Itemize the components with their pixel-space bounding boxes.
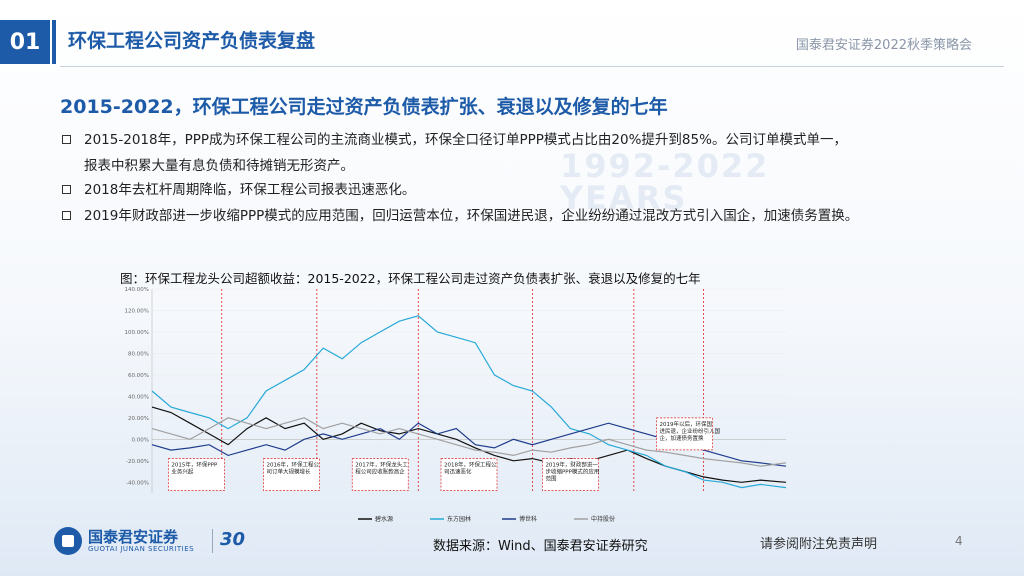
- series-line-4: [151, 417, 787, 467]
- bullet-text: 2018年去杠杆周期降临，环保工程公司报表迅速恶化。: [84, 182, 416, 198]
- annotation-text: 2016年，环保工程公: [266, 461, 319, 469]
- legend-label: 中持股份: [591, 515, 615, 523]
- annotation-text: 2018年，环保工程公: [444, 461, 497, 469]
- header-divider: [60, 66, 1004, 67]
- annotation-text: 范围: [545, 475, 557, 483]
- watermark-label: YEARS: [560, 179, 688, 217]
- header: 01 环保工程公司资产负债表复盘 国泰君安证券2022秋季策略会: [0, 0, 1024, 67]
- checkbox-icon: [62, 211, 71, 220]
- y-tick-label: 80.00%: [128, 351, 149, 357]
- y-tick-label: 20.00%: [128, 416, 149, 422]
- annotation-text: 企，加速债务置换: [660, 434, 705, 442]
- y-tick-label: 140.00%: [125, 287, 149, 293]
- y-tick-label: 40.00%: [128, 394, 149, 400]
- annotation-text: 司迅速恶化: [444, 468, 472, 476]
- logo-chinese: 国泰君安证券: [88, 528, 179, 546]
- slide-headline: 2015-2022，环保工程公司走过资产负债表扩张、衰退以及修复的七年: [60, 96, 668, 118]
- y-tick-label: 100.00%: [125, 330, 149, 336]
- annotation-text: 2017年，环保龙头工: [355, 461, 408, 469]
- annotation-text: 业务兴起: [171, 468, 194, 476]
- disclaimer-link[interactable]: 请参阅附注免责声明: [760, 537, 878, 552]
- annotation-text: 司订单大规模增长: [266, 468, 311, 476]
- conference-name: 国泰君安证券2022秋季策略会: [795, 38, 972, 53]
- data-source: 数据来源：Wind、国泰君安证券研究: [433, 539, 648, 554]
- bullet-item: 2019年财政部进一步收缩PPP模式的应用范围，回归运营本位，环保国进民退，企业…: [60, 204, 980, 228]
- annotation-text: 步收缩PPP模式的应用: [545, 468, 599, 476]
- annotation-box: [656, 417, 713, 451]
- bullet-item: 2018年去杠杆周期降临，环保工程公司报表迅速恶化。: [60, 178, 980, 202]
- chart-area: 140.00% 120.00% 100.00% 80.00% 60.00% 40.00% 2…: [118, 283, 790, 528]
- logo-separator: [212, 529, 213, 553]
- bullet-list: 2015-2018年，PPP成为环保工程公司的主流商业模式，环保全口径订单PPP…: [60, 128, 980, 230]
- annotation-text: 进民退，企业纷纷引入国: [660, 427, 721, 435]
- bullet-continuation: 报表中积累大量有息负债和待摊销无形资产。: [84, 158, 354, 174]
- annotation-box: [542, 458, 599, 491]
- bullet-text: 2019年财政部进一步收缩PPP模式的应用范围，回归运营本位，环保国进民退，企业…: [84, 208, 859, 224]
- series-line-2: [151, 315, 787, 489]
- legend-label: 碧水源: [375, 515, 393, 523]
- legend-label: 博世科: [519, 515, 537, 523]
- company-logo: 国泰君安证券 GUOTAI JUNAN SECURITIES 30: [54, 523, 259, 559]
- legend-label: 东方园林: [447, 515, 471, 523]
- y-tick-label: 0.00%: [132, 437, 149, 443]
- bullet-item: 2015-2018年，PPP成为环保工程公司的主流商业模式，环保全口径订单PPP…: [60, 128, 980, 152]
- section-bar: [52, 20, 56, 64]
- y-tick-label: 60.00%: [128, 373, 149, 379]
- logo-english: GUOTAI JUNAN SECURITIES: [88, 545, 195, 553]
- annotation-box: [440, 458, 498, 491]
- watermark-years: 1992-2022: [560, 147, 770, 185]
- watermark: 1992-2022 YEARS: [560, 150, 769, 214]
- annotation-box: [351, 458, 409, 491]
- checkbox-icon: [62, 185, 71, 194]
- y-tick-label: 120.00%: [125, 308, 149, 314]
- annotation-box: [168, 458, 225, 491]
- annotation-text: 2019年，财政部进一: [545, 461, 598, 469]
- logo-mark-icon: [54, 527, 82, 555]
- section-title: 环保工程公司资产负债表复盘: [68, 30, 316, 52]
- line-chart: 140.00% 120.00% 100.00% 80.00% 60.00% 40.00% 2…: [125, 287, 787, 523]
- section-number: 01: [0, 20, 50, 64]
- annotation-text: 2019年以后，环保国: [660, 420, 713, 428]
- bullet-text: 2015-2018年，PPP成为环保工程公司的主流商业模式，环保全口径订单PPP…: [84, 132, 847, 148]
- annotation-text: 程公司应收账款高企: [355, 468, 405, 476]
- y-tick-label: -20.00%: [126, 459, 149, 465]
- checkbox-icon: [62, 135, 71, 144]
- page-number: 4: [955, 534, 963, 548]
- annotation-text: 2015年，环保PPP: [171, 461, 218, 469]
- anniversary-30-logo: 30: [220, 529, 246, 550]
- y-tick-label: -40.00%: [126, 480, 149, 486]
- chart-title: 图：环保工程龙头公司超额收益：2015-2022，环保工程公司走过资产负债表扩张…: [120, 271, 701, 286]
